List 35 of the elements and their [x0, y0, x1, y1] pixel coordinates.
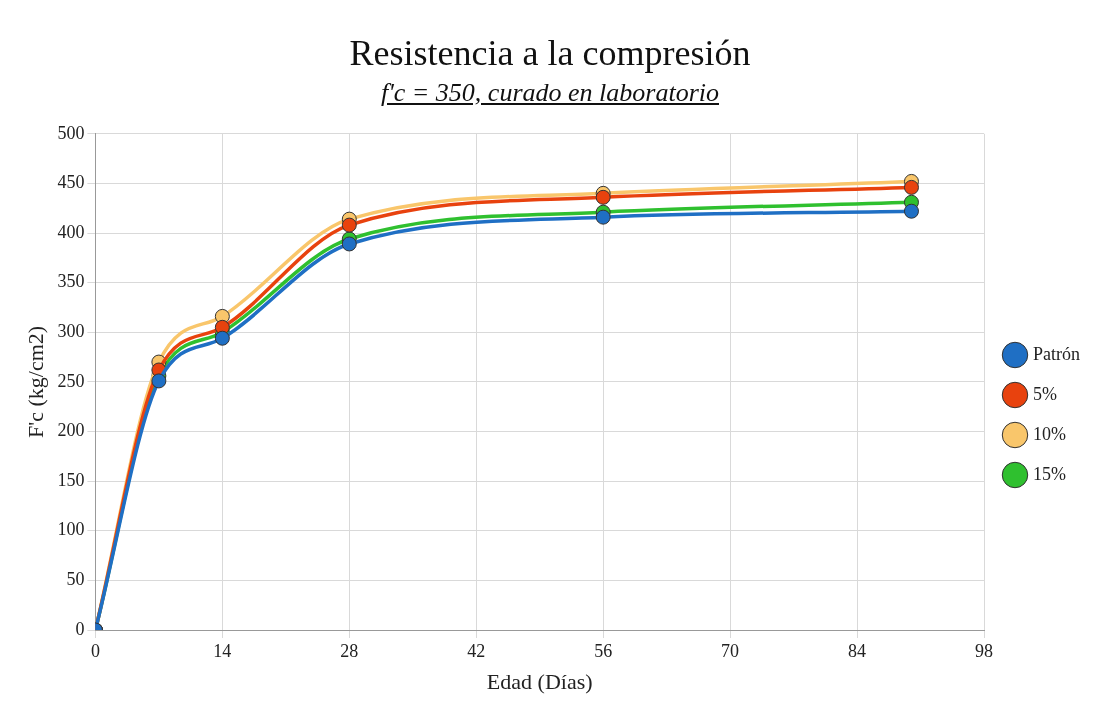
point: [214, 330, 230, 346]
y-tick-label: 250: [57, 370, 85, 391]
x-tick-label: 56: [594, 640, 613, 661]
y-tick-label: 200: [57, 420, 85, 441]
legend-label: 15%: [1033, 463, 1066, 484]
y-tick-label: 450: [57, 172, 85, 193]
point: [595, 189, 611, 205]
y-tick-label: 50: [66, 569, 85, 590]
point: [151, 373, 167, 389]
x-axis-title: Edad (Días): [486, 668, 593, 694]
y-tick-label: 300: [57, 321, 85, 342]
y-tick-label: 350: [57, 271, 85, 292]
point: [903, 203, 919, 219]
x-tick-label: 28: [340, 640, 359, 661]
point: [341, 217, 357, 233]
point: [595, 209, 611, 225]
legend-label: 10%: [1033, 423, 1066, 444]
y-axis-title: F'c (kg/cm2): [22, 325, 48, 438]
point: [341, 236, 357, 252]
y-tick-label: 400: [57, 221, 85, 242]
x-tick-label: 14: [213, 640, 232, 661]
legend-label: 5%: [1033, 383, 1057, 404]
chart-subtitle: f'c = 350, curado en laboratorio: [380, 78, 720, 108]
y-tick-label: 150: [57, 469, 85, 490]
x-tick-label: 70: [721, 640, 740, 661]
x-tick-label: 84: [848, 640, 867, 661]
x-tick-label: 98: [975, 640, 993, 661]
y-tick-label: 500: [57, 122, 85, 143]
point: [903, 179, 919, 195]
legend-label: Patrón: [1033, 343, 1080, 364]
y-tick-label: 100: [57, 519, 85, 540]
x-tick-label: 0: [90, 640, 100, 661]
chart-title: Resistencia a la compresión: [348, 32, 752, 74]
x-tick-label: 42: [467, 640, 486, 661]
y-tick-label: 0: [75, 618, 85, 639]
